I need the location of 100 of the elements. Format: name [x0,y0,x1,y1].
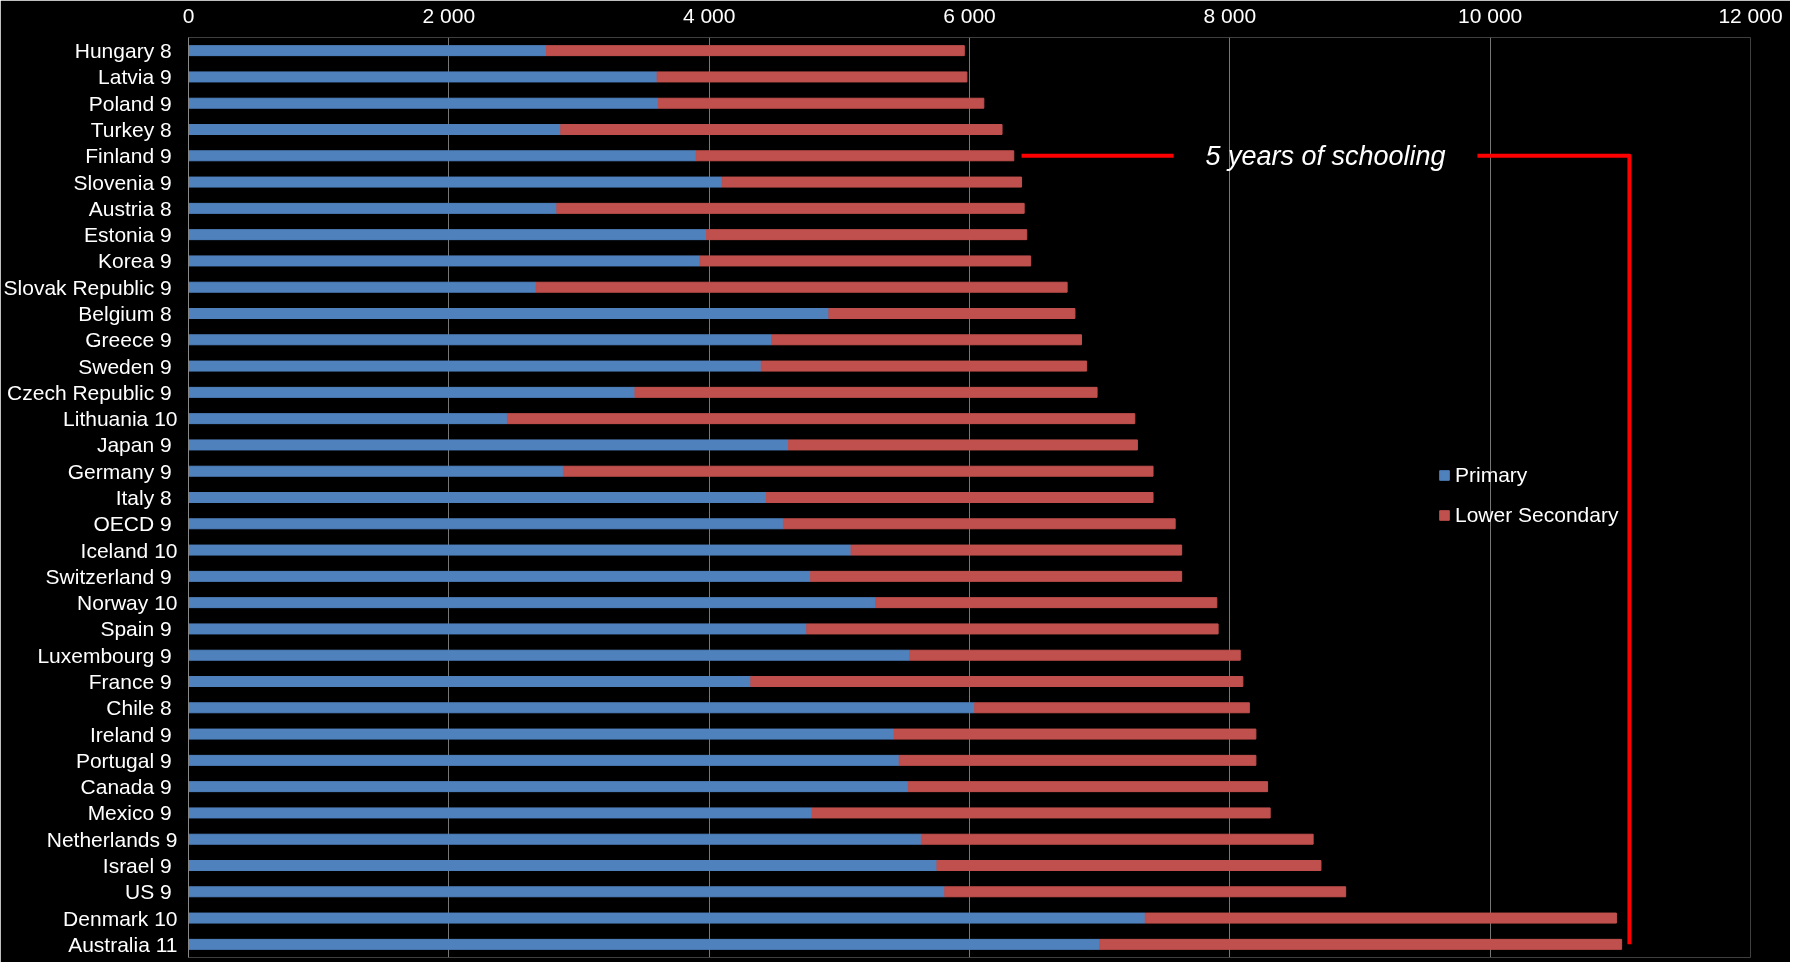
bar [810,570,1183,582]
y-tick-label: Slovenia 9 [73,170,172,194]
bar [944,886,1347,898]
bar [936,860,1322,871]
bar [545,45,965,57]
y-tick-label: Czech Republic 9 [7,380,172,404]
bar [188,229,708,241]
bar [788,439,1138,451]
bar [560,124,1003,135]
bar [706,229,1028,241]
bar [556,202,1025,214]
bar [188,45,547,57]
y-tick-label: Latvia 9 [98,65,172,89]
y-tick-label: Netherlands 9 [46,827,178,851]
x-tick-label: 10 000 [1458,3,1523,27]
bar [188,518,784,530]
x-tick-label: 2 000 [422,3,476,27]
bar [188,676,752,687]
bar [1099,938,1623,950]
bar [188,570,812,582]
bar [188,150,697,162]
bar [828,308,1076,319]
y-tick-label: Japan 9 [96,433,172,457]
bar [188,386,636,398]
y-tick-label: Canada 9 [80,775,172,799]
y-tick-label: Sweden 9 [78,354,172,378]
bar [1144,912,1617,924]
x-tick-label: 4 000 [682,3,736,27]
bar [920,833,1314,845]
bar [188,281,537,293]
y-tick-label: Switzerland 9 [45,564,172,588]
bar [188,860,938,871]
bar [699,255,1032,267]
bar [907,781,1269,793]
y-tick-label: Belgium 8 [78,302,172,325]
bar [506,413,1136,425]
y-tick-label: Hungary 8 [74,39,172,63]
y-tick-label: Lithuania 10 [63,407,178,431]
bar [188,413,508,425]
bar [188,623,808,635]
y-tick-label: Estonia 9 [84,223,172,247]
y-tick-label: Italy 8 [115,486,172,509]
y-tick-label: Spain 9 [100,617,172,641]
bar [188,439,790,451]
bar [188,544,852,556]
bar [188,308,830,319]
bar [893,728,1257,740]
bar [765,492,1154,503]
bar [782,518,1176,530]
bar [188,886,946,898]
y-tick-label: Portugal 9 [75,748,172,772]
bar [657,97,985,109]
y-tick-label: Chile 8 [106,696,172,720]
y-tick-label: France 9 [88,670,172,693]
bar [188,754,900,766]
bar [898,754,1257,766]
annotation: 5 years of schooling [1205,140,1446,171]
x-tick-label: 8 000 [1203,3,1257,27]
bar [188,176,723,188]
bar [974,702,1250,714]
bar [188,255,701,267]
y-tick-label: Iceland 10 [80,538,178,562]
bar [721,176,1023,188]
bar [188,71,658,83]
y-tick-label: Australia 11 [68,932,178,956]
bar [909,649,1241,661]
bar [656,71,968,83]
bar [695,150,1015,162]
y-tick-label: Finland 9 [85,144,172,168]
legend-label: Primary [1455,463,1528,487]
legend-label: Lower Secondary [1455,503,1619,527]
y-tick-label: OECD 9 [93,512,172,536]
y-tick-label: Norway 10 [77,591,178,615]
bar [188,334,773,346]
bar [188,597,877,609]
y-tick-label: Poland 9 [88,91,172,115]
bar [188,912,1146,924]
y-tick-label: Germany 9 [67,459,172,483]
y-tick-label: Israel 9 [102,854,172,877]
y-tick-label: Korea 9 [98,249,172,273]
bar [188,360,762,372]
bar [634,386,1098,398]
y-tick-label: Slovak Republic 9 [3,275,172,299]
bar [811,807,1271,819]
bar [771,334,1082,346]
bar [850,544,1183,556]
bar [535,281,1068,293]
bar [562,465,1154,477]
bar [188,833,922,845]
bar [750,676,1244,687]
bar [188,124,562,135]
bar [188,702,976,714]
y-tick-label: Denmark 10 [63,906,178,930]
bar [188,97,659,109]
bar [188,781,909,793]
y-tick-label: US 9 [124,880,172,904]
y-tick-label: Turkey 8 [90,118,172,141]
x-tick-label: 6 000 [943,3,996,27]
y-tick-label: Austria 8 [88,196,172,220]
bar [188,938,1101,950]
